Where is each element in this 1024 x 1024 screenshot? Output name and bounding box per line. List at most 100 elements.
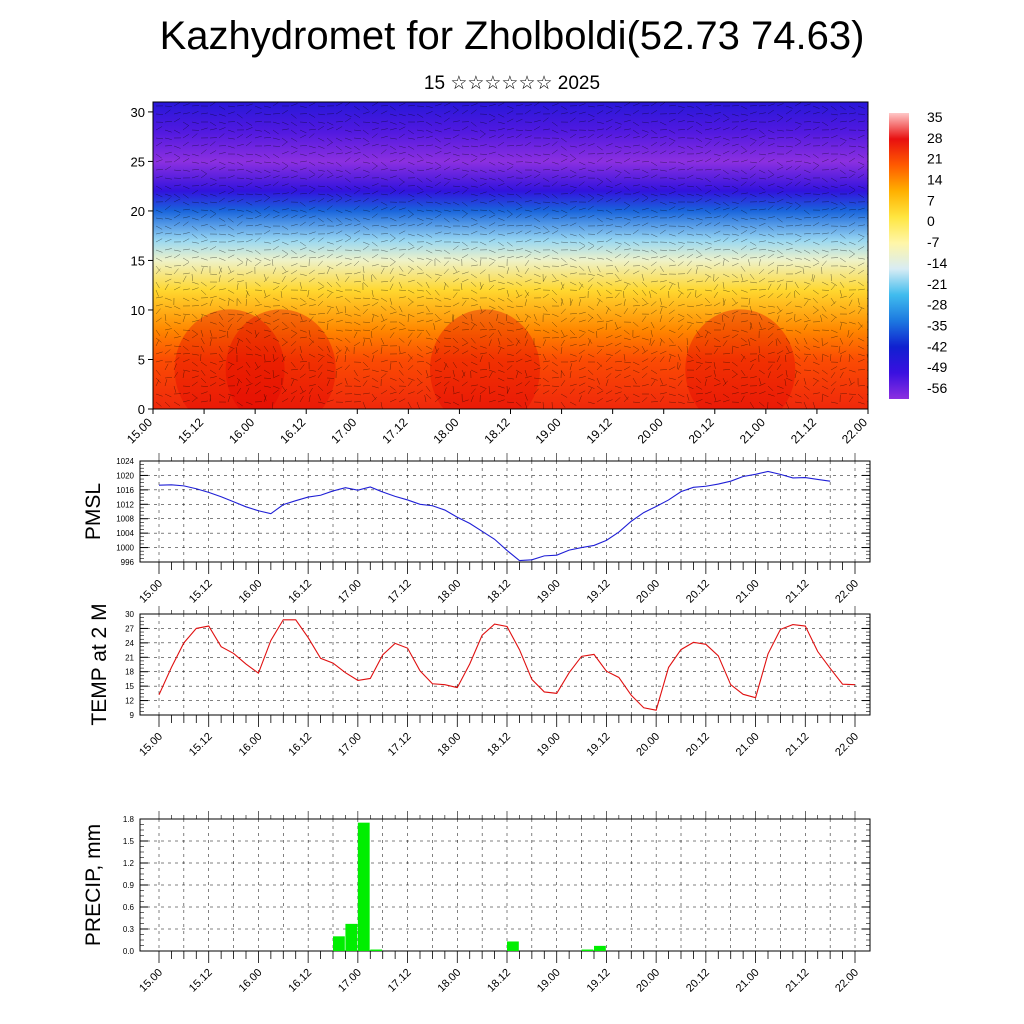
wind-barb [272,281,280,285]
wind-barb [434,103,442,107]
wind-barb [308,161,316,166]
wind-barb [578,367,586,371]
wind-barb [749,120,757,123]
wind-barb [848,353,854,360]
wind-barb [650,129,657,135]
wind-barb [641,151,649,155]
wind-barb [335,121,343,123]
wind-barb [200,315,203,323]
wind-barb [857,269,864,275]
wind-barb [605,257,613,262]
wind-barb [704,168,712,171]
wind-barb [488,369,496,373]
wind-barb [479,305,483,313]
wind-barb [398,181,405,187]
wind-barb [704,365,711,371]
wind-barb [245,169,253,174]
wind-barb [632,297,639,303]
colorbar-label: -42 [927,338,947,354]
wind-barb [200,391,208,395]
wind-barb [758,169,766,174]
wind-barb [236,193,244,196]
x-tick-label: 19.12 [585,731,613,759]
wind-barb [704,177,711,183]
wind-barb [479,129,486,135]
wind-barb [479,158,487,163]
wind-barb [299,336,307,339]
wind-barb [506,305,514,309]
wind-barb [722,340,728,347]
wind-barb [857,385,865,387]
wind-barb [803,377,807,385]
wind-barb [596,257,604,260]
wind-barb [641,289,647,296]
wind-barb [767,280,775,283]
y-tick-label: 0.6 [123,903,135,912]
y-tick-label: 15 [125,682,134,691]
wind-barb [677,353,681,361]
wind-barb [281,249,289,255]
wind-barb [749,358,757,363]
wind-barb [731,373,738,379]
wind-barb [776,293,783,299]
wind-barb [452,153,460,157]
wind-barb [398,345,401,353]
wind-barb [794,249,802,253]
wind-barb [308,337,315,344]
y-tick-label: 1.8 [123,815,135,824]
wind-barb [290,321,296,328]
wind-barb [245,289,250,297]
wind-barb [776,309,783,315]
wind-barb [164,120,172,123]
wind-barb [848,280,856,283]
wind-barb [461,209,468,215]
y-axis-label: TEMP at 2 M [88,603,111,725]
wind-barb [353,205,360,211]
wind-barb [281,341,288,347]
wind-barb [218,393,226,398]
wind-barb [803,134,811,139]
wind-barb [245,337,251,344]
wind-barb [713,201,721,205]
wind-barb [479,389,486,395]
wind-barb [371,302,379,307]
wind-barb [227,175,235,179]
wind-barb [533,169,541,174]
wind-barb [731,233,739,236]
wind-barb [155,153,162,159]
wind-barb [407,198,415,203]
wind-barb [227,270,235,275]
wind-barb [200,313,208,317]
wind-barb [515,181,522,187]
wind-barb [470,369,478,374]
wind-barb [713,255,721,259]
wind-barb [389,190,397,195]
wind-barb [542,401,544,409]
wind-barb [758,377,762,385]
wind-barb [488,151,496,155]
wind-barb [560,233,567,239]
wind-barb [839,213,846,219]
wind-barb [371,127,379,131]
panel-frame [139,613,871,716]
wind-barb [425,135,433,139]
wind-barb [614,150,622,155]
wind-barb [506,110,514,115]
x-tick-label: 15.12 [187,731,215,759]
wind-barb [380,401,383,409]
wind-barb [308,375,316,379]
wind-barb [416,265,423,271]
wind-barb [326,121,334,126]
wind-barb [227,185,235,190]
wind-barb [434,382,442,387]
wind-barb [740,113,748,116]
wind-barb [371,102,379,107]
wind-barb [632,345,640,350]
wind-barb [479,133,486,139]
wind-barb [497,305,504,311]
colorbar-label: -56 [927,380,947,396]
wind-barb [263,161,271,163]
wind-barb [560,201,568,205]
wind-barb [515,118,523,123]
wind-barb [749,165,756,171]
